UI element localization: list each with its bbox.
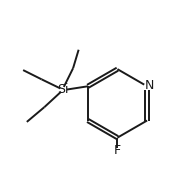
Text: N: N bbox=[145, 79, 154, 92]
Text: F: F bbox=[114, 144, 121, 157]
Text: Si: Si bbox=[57, 83, 69, 96]
